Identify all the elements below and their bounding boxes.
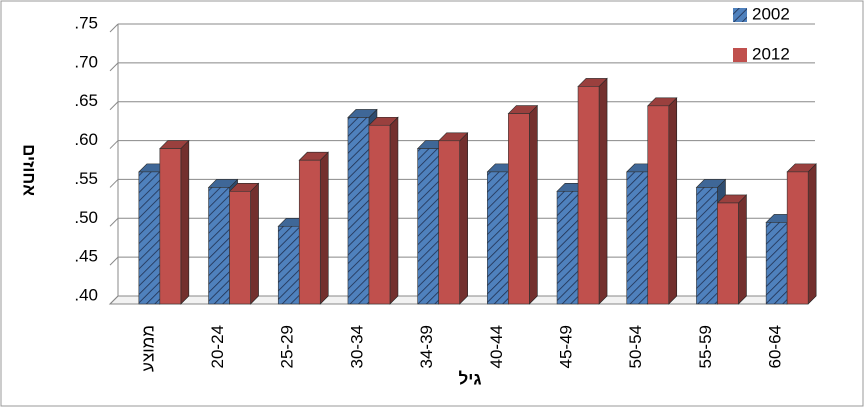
bar-side xyxy=(668,97,678,305)
y-tick-label: .60 xyxy=(74,130,98,149)
y-tick-label: .40 xyxy=(74,285,98,304)
grid-line-depth xyxy=(109,295,119,305)
bar-side xyxy=(319,151,329,305)
bar-side xyxy=(250,182,259,305)
y-tick-label: .45 xyxy=(74,247,98,266)
bar-side xyxy=(389,116,399,305)
x-tick-label: 20-24 xyxy=(208,325,227,368)
bar xyxy=(696,187,718,305)
grid-line-depth xyxy=(109,217,119,227)
bar xyxy=(417,148,439,305)
bar-side xyxy=(459,132,468,305)
bar xyxy=(277,225,300,305)
bar xyxy=(577,86,600,305)
y-tick-label: .75 xyxy=(74,13,98,32)
x-tick-label: 60-64 xyxy=(766,325,785,368)
legend-swatch xyxy=(733,48,747,62)
x-axis-label: גיל xyxy=(459,369,482,388)
grid-line-depth xyxy=(109,179,119,188)
grid-line-depth xyxy=(109,140,119,149)
x-tick-label: ממוצע xyxy=(138,325,157,372)
bar xyxy=(647,105,670,305)
bar xyxy=(208,187,230,305)
bar xyxy=(138,171,161,305)
bar xyxy=(556,191,579,305)
y-tick-label: .70 xyxy=(74,52,98,71)
bar xyxy=(347,117,370,305)
y-tick-label: .50 xyxy=(74,208,98,227)
y-tick-label: .55 xyxy=(74,169,98,188)
y-axis-label: אחוזים xyxy=(20,144,39,196)
x-tick-label: 34-39 xyxy=(417,325,436,368)
bar xyxy=(368,124,391,305)
x-tick-label: 45-49 xyxy=(557,325,576,368)
bar xyxy=(229,191,251,305)
bar-side xyxy=(738,194,747,305)
x-tick-label: 55-59 xyxy=(696,325,715,368)
grid-line-depth xyxy=(109,101,119,111)
bar xyxy=(765,222,788,305)
bar xyxy=(487,171,509,305)
bar-side xyxy=(598,77,608,305)
legend-label: 2012 xyxy=(752,44,790,63)
legend-label: 2002 xyxy=(752,4,790,23)
bar xyxy=(159,148,182,305)
legend-swatch xyxy=(733,8,747,22)
bar-side xyxy=(807,163,817,305)
x-tick-label: 40-44 xyxy=(487,325,506,368)
x-tick-label: 50-54 xyxy=(626,325,645,368)
bar xyxy=(438,140,460,305)
bar-side xyxy=(529,104,538,305)
bar xyxy=(298,159,321,305)
bar xyxy=(786,171,809,305)
bar xyxy=(508,113,530,305)
x-tick-label: 30-34 xyxy=(347,325,366,368)
bar xyxy=(626,171,649,305)
grid-line-depth xyxy=(109,62,119,72)
x-tick-label: 25-29 xyxy=(278,325,297,368)
bar-side xyxy=(180,139,190,305)
grid-line-depth xyxy=(109,256,119,266)
bar xyxy=(717,202,739,305)
y-tick-label: .65 xyxy=(74,91,98,110)
grid-line-depth xyxy=(109,23,119,33)
